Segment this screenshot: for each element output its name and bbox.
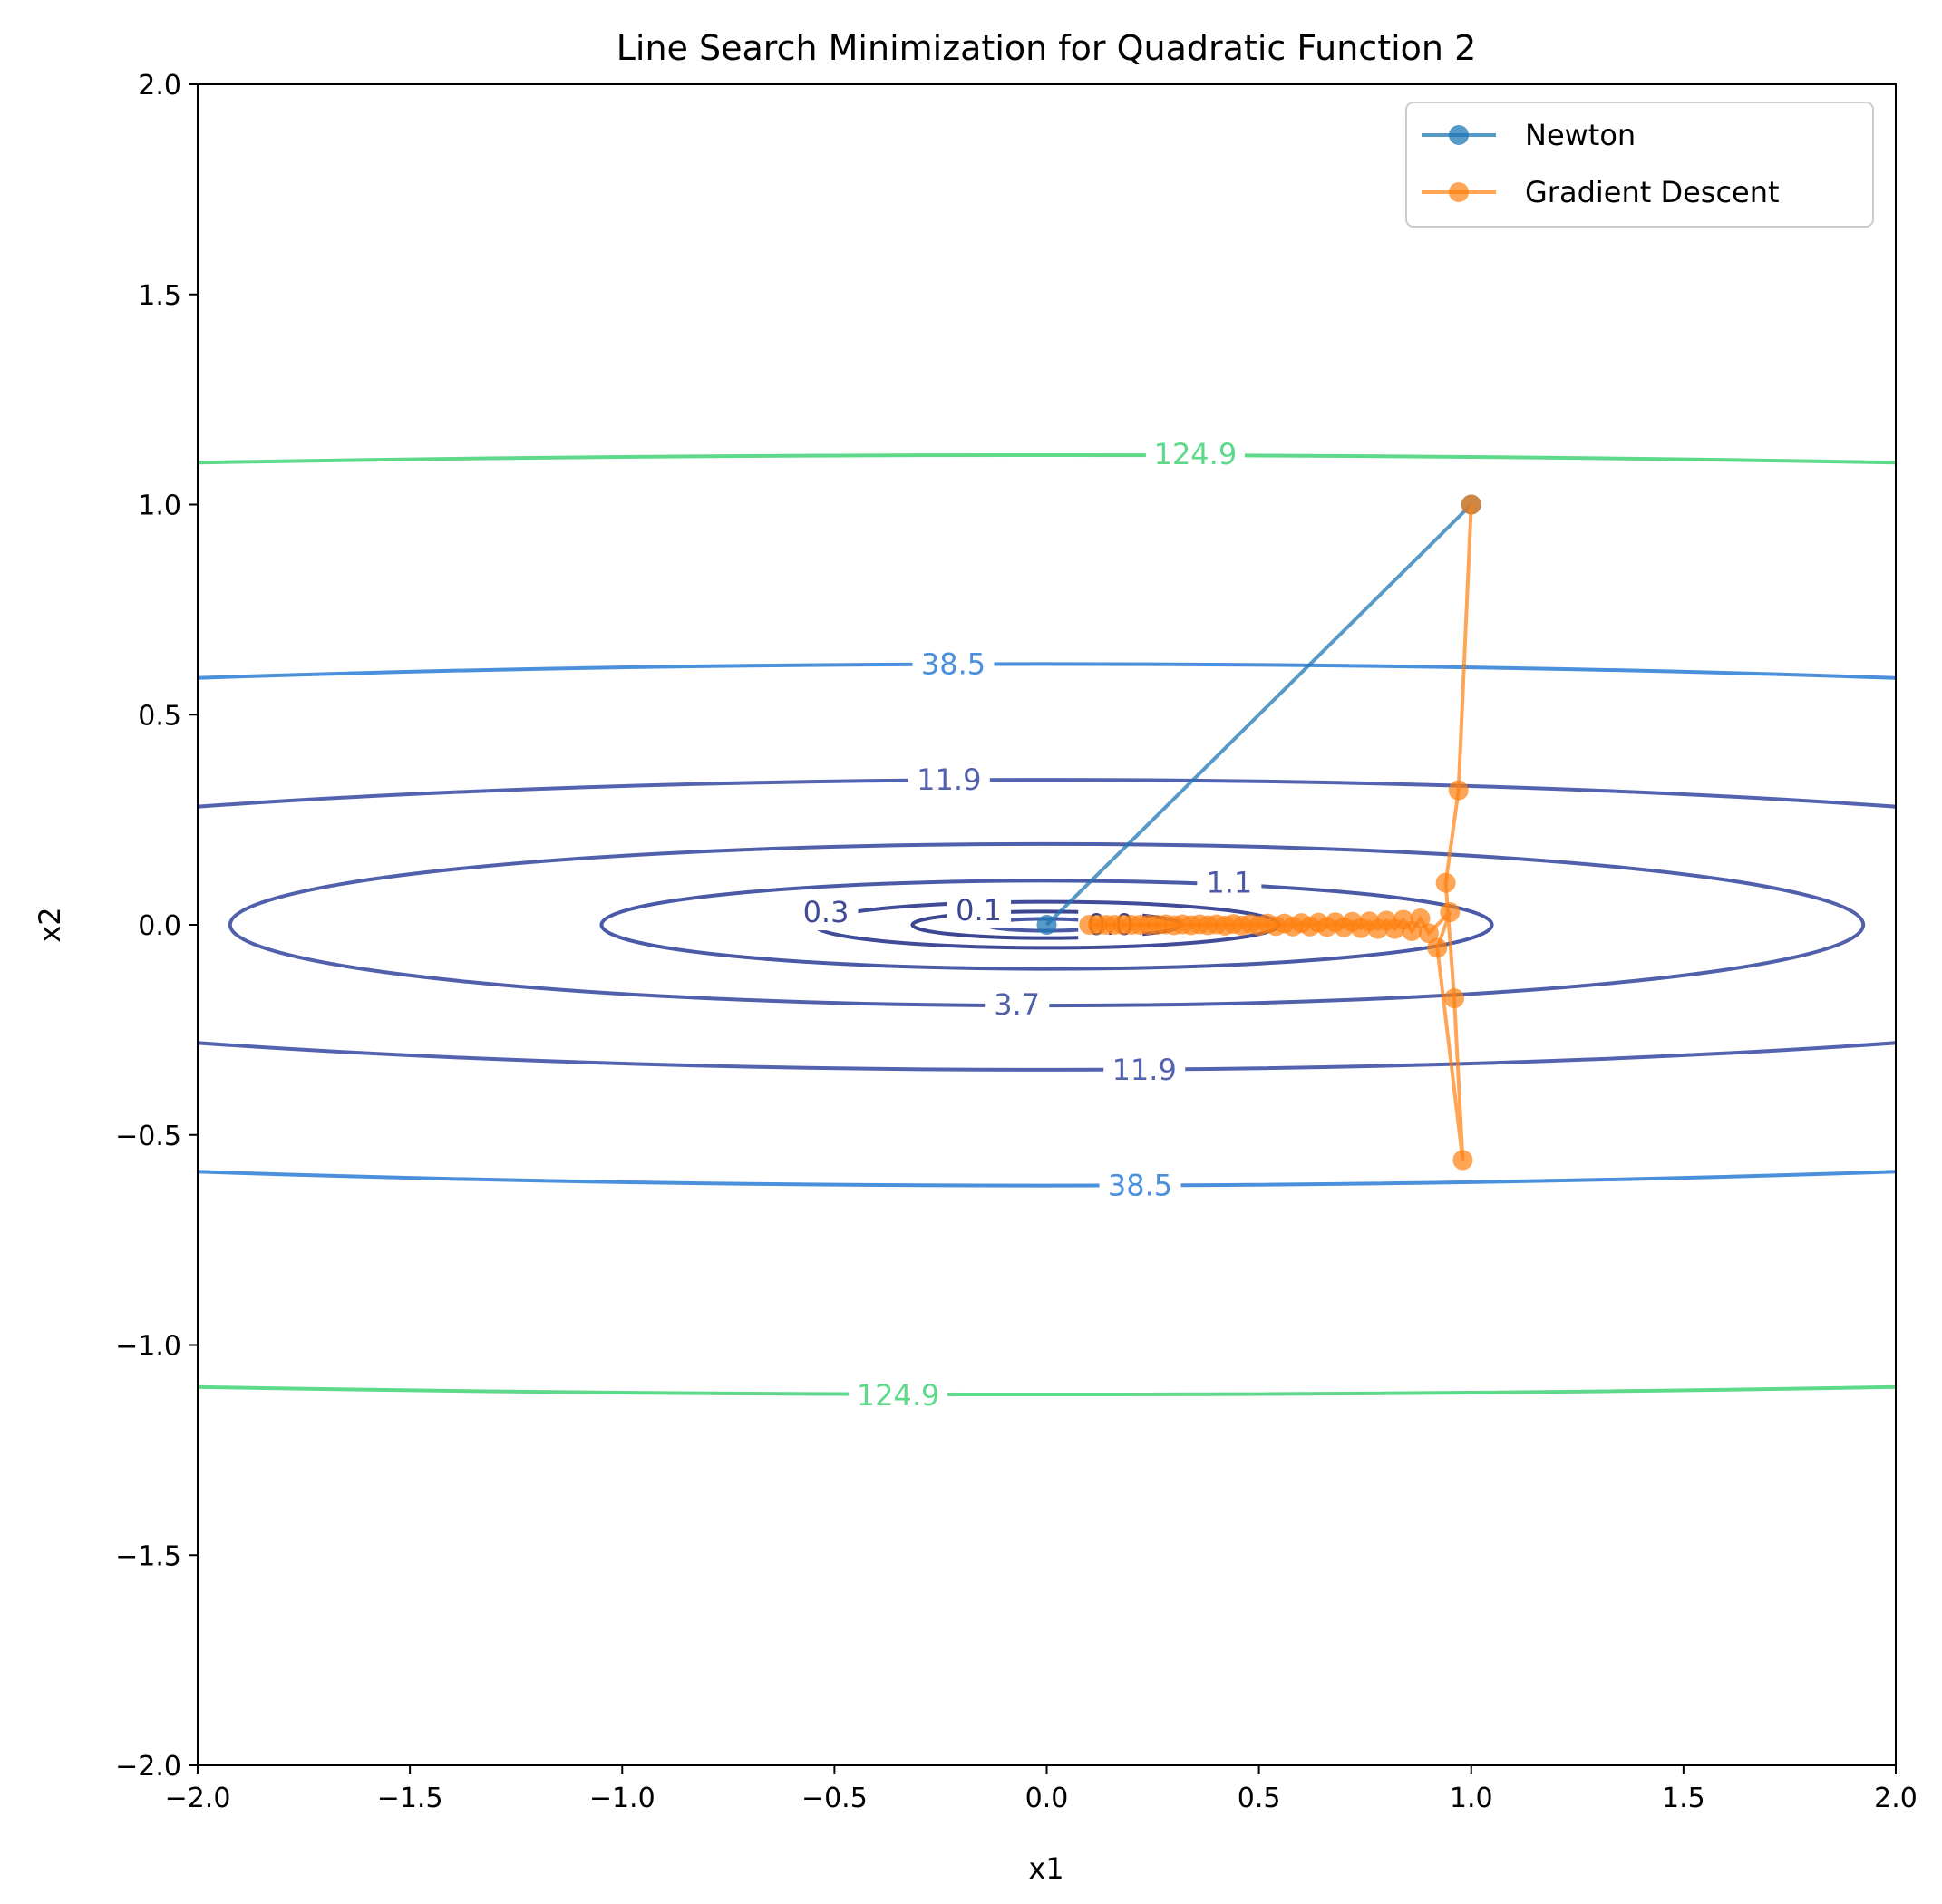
x-tick-label-0: −2.0 <box>165 1783 231 1814</box>
x-tick-label-1: −1.5 <box>377 1783 443 1814</box>
series-point-gradient-descent-4 <box>1452 1150 1473 1171</box>
contour-label-bg-8 <box>793 894 859 931</box>
contour-label-4: 11.9 <box>917 763 981 797</box>
contour-level-1-1 <box>599 879 1494 971</box>
contour-label-1: 124.9 <box>857 1378 940 1413</box>
contour-label-2: 38.5 <box>921 647 986 682</box>
y-tick-label-5: 0.5 <box>138 700 181 732</box>
contour-label-7: 1.1 <box>1206 866 1252 900</box>
x-tick-label-2: −1.0 <box>589 1783 655 1814</box>
contour-label-bg-3 <box>1099 1167 1181 1204</box>
contour-label-0: 124.9 <box>1154 437 1238 471</box>
legend-label-gradient-descent: Gradient Descent <box>1525 175 1780 209</box>
contour-label-bg-0 <box>1145 435 1245 472</box>
contour-level-38-5 <box>198 662 1896 1188</box>
contour-label-bg-1 <box>849 1377 948 1414</box>
contour-label-5: 11.9 <box>1112 1053 1177 1087</box>
series-point-gradient-descent-5 <box>1427 937 1448 958</box>
y-tick-label-0: −2.0 <box>115 1751 181 1783</box>
series-point-gradient-descent-6 <box>1440 902 1461 923</box>
contour-label-9: 0.1 <box>956 893 1002 928</box>
legend-marker-newton <box>1449 125 1469 145</box>
legend-entry-gradient-descent: Gradient Descent <box>1422 175 1780 209</box>
y-tick-label-6: 1.0 <box>138 491 181 522</box>
contour-label-bg-5 <box>1103 1051 1186 1088</box>
contour-label-group: 124.9124.938.538.511.911.93.71.10.30.10.… <box>793 435 1262 1414</box>
legend-marker-gradient-descent <box>1449 182 1469 202</box>
contour-level-124-9 <box>198 453 1896 1396</box>
series-point-gradient-descent-0 <box>1461 494 1481 515</box>
contour-label-bg-9 <box>947 891 1012 928</box>
legend-entry-newton: Newton <box>1422 118 1636 152</box>
series-point-newton-1 <box>1036 915 1057 935</box>
x-tick-label-7: 1.5 <box>1662 1783 1705 1814</box>
contour-label-bg-7 <box>1197 864 1262 901</box>
series-group <box>1036 494 1481 1171</box>
y-tick-label-7: 1.5 <box>138 280 181 312</box>
x-tick-label-5: 0.5 <box>1238 1783 1281 1814</box>
legend: Newton Gradient Descent <box>1405 102 1874 228</box>
contour-label-8: 0.3 <box>803 895 850 929</box>
legend-label-newton: Newton <box>1525 118 1636 152</box>
x-axis-ticks: −2.0 −1.5 −1.0 −0.5 0.0 0.5 1.0 1.5 2.0 <box>165 1765 1918 1814</box>
contour-label-bg-4 <box>908 762 990 799</box>
legend-box <box>1405 102 1874 228</box>
y-axis-label: x2 <box>33 907 67 942</box>
contour-label-3: 38.5 <box>1108 1168 1172 1202</box>
contour-label-bg-6 <box>985 986 1050 1024</box>
series-line-newton <box>1045 503 1473 927</box>
chart-title: Line Search Minimization for Quadratic F… <box>617 28 1477 68</box>
y-tick-label-8: 2.0 <box>138 70 181 102</box>
contour-label-bg-2 <box>912 646 995 683</box>
x-tick-label-6: 1.0 <box>1450 1783 1493 1814</box>
series-point-gradient-descent-47 <box>1079 915 1100 935</box>
series-point-gradient-descent-7 <box>1418 923 1439 944</box>
y-tick-label-2: −1.0 <box>115 1331 181 1363</box>
x-tick-label-3: −0.5 <box>801 1783 868 1814</box>
series-point-gradient-descent-1 <box>1448 780 1469 801</box>
series-point-gradient-descent-2 <box>1435 872 1456 893</box>
x-tick-label-4: 0.0 <box>1025 1783 1069 1814</box>
y-tick-label-1: −1.5 <box>115 1540 181 1572</box>
series-point-gradient-descent-3 <box>1444 988 1465 1009</box>
x-axis-label: x1 <box>1028 1851 1063 1886</box>
y-tick-label-3: −0.5 <box>115 1121 181 1152</box>
contour-level-11-9 <box>198 778 1896 1072</box>
y-tick-label-4: 0.0 <box>138 910 181 942</box>
x-tick-label-8: 2.0 <box>1874 1783 1918 1814</box>
contour-label-6: 3.7 <box>994 987 1040 1022</box>
y-axis-ticks: −2.0 −1.5 −1.0 −0.5 0.0 0.5 1.0 1.5 2.0 <box>115 70 198 1783</box>
